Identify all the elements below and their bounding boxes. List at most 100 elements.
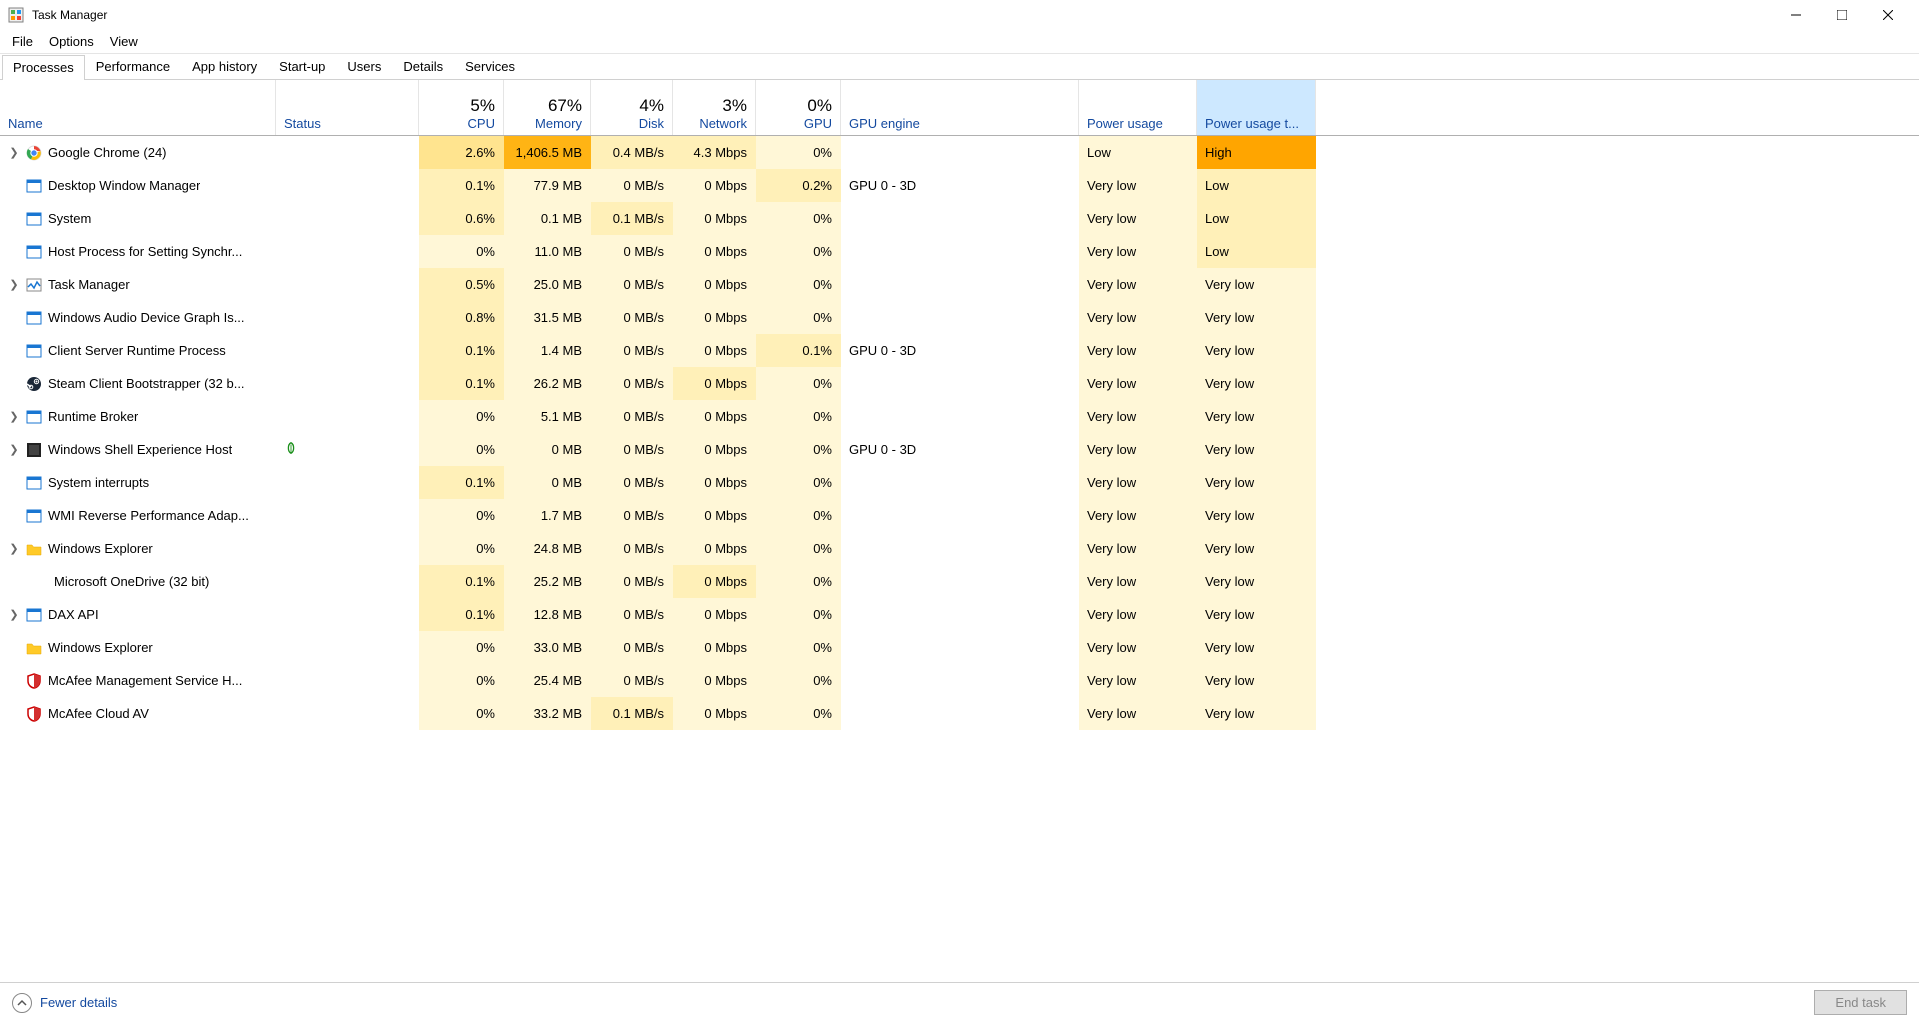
cell-power-usage: Very low	[1079, 268, 1197, 301]
expand-icon[interactable]: ❯	[8, 542, 20, 555]
cell-power-usage-trend: Very low	[1197, 466, 1316, 499]
column-header-disk[interactable]: 4%Disk	[591, 80, 673, 135]
cell-power-usage: Very low	[1079, 367, 1197, 400]
cell-cpu: 0.1%	[419, 466, 504, 499]
process-name: Microsoft OneDrive (32 bit)	[54, 574, 209, 589]
menu-file[interactable]: File	[4, 32, 41, 51]
cell-gpu: 0%	[756, 664, 841, 697]
cell-gpu-engine	[841, 565, 1079, 598]
expand-icon[interactable]: ❯	[8, 608, 20, 621]
process-row[interactable]: WMI Reverse Performance Adap...0%1.7 MB0…	[0, 499, 1919, 532]
cell-status	[276, 565, 419, 598]
cell-disk: 0.1 MB/s	[591, 202, 673, 235]
process-table[interactable]: Name Status 5%CPU 67%Memory 4%Disk 3%Net…	[0, 80, 1919, 982]
column-header-network[interactable]: 3%Network	[673, 80, 756, 135]
tab-services[interactable]: Services	[454, 54, 526, 79]
minimize-button[interactable]	[1773, 0, 1819, 30]
cell-cpu: 0%	[419, 664, 504, 697]
cell-status	[276, 202, 419, 235]
process-row[interactable]: Windows Explorer0%33.0 MB0 MB/s0 Mbps0%V…	[0, 631, 1919, 664]
cell-power-usage-trend: Very low	[1197, 268, 1316, 301]
process-icon	[26, 277, 42, 293]
cell-cpu: 0.6%	[419, 202, 504, 235]
cell-cpu: 0.8%	[419, 301, 504, 334]
cell-memory: 26.2 MB	[504, 367, 591, 400]
cell-power-usage-trend: Very low	[1197, 565, 1316, 598]
tab-users[interactable]: Users	[336, 54, 392, 79]
process-row[interactable]: McAfee Management Service H...0%25.4 MB0…	[0, 664, 1919, 697]
column-header-power-usage-trend[interactable]: Power usage t...	[1197, 80, 1316, 135]
process-row[interactable]: Microsoft OneDrive (32 bit)0.1%25.2 MB0 …	[0, 565, 1919, 598]
process-name: System interrupts	[48, 475, 149, 490]
cell-cpu: 0%	[419, 631, 504, 664]
cell-disk: 0 MB/s	[591, 499, 673, 532]
process-row[interactable]: ❯DAX API0.1%12.8 MB0 MB/s0 Mbps0%Very lo…	[0, 598, 1919, 631]
cell-memory: 12.8 MB	[504, 598, 591, 631]
process-row[interactable]: System interrupts0.1%0 MB0 MB/s0 Mbps0%V…	[0, 466, 1919, 499]
expand-icon[interactable]: ❯	[8, 278, 20, 291]
expand-icon[interactable]: ❯	[8, 443, 20, 456]
expand-icon[interactable]: ❯	[8, 146, 20, 159]
tab-details[interactable]: Details	[392, 54, 454, 79]
cell-memory: 1.4 MB	[504, 334, 591, 367]
cell-disk: 0.1 MB/s	[591, 697, 673, 730]
column-header-name[interactable]: Name	[0, 80, 276, 135]
close-button[interactable]	[1865, 0, 1911, 30]
cell-network: 0 Mbps	[673, 532, 756, 565]
process-row[interactable]: McAfee Cloud AV0%33.2 MB0.1 MB/s0 Mbps0%…	[0, 697, 1919, 730]
cell-gpu-engine	[841, 202, 1079, 235]
cell-name: McAfee Management Service H...	[0, 664, 276, 697]
cell-gpu-engine	[841, 499, 1079, 532]
column-header-status[interactable]: Status	[276, 80, 419, 135]
process-row[interactable]: ❯Google Chrome (24)2.6%1,406.5 MB0.4 MB/…	[0, 136, 1919, 169]
menu-options[interactable]: Options	[41, 32, 102, 51]
tab-start-up[interactable]: Start-up	[268, 54, 336, 79]
column-header-gpu-engine[interactable]: GPU engine	[841, 80, 1079, 135]
column-header-memory[interactable]: 67%Memory	[504, 80, 591, 135]
cell-status	[276, 433, 419, 466]
process-row[interactable]: ❯Task Manager0.5%25.0 MB0 MB/s0 Mbps0%Ve…	[0, 268, 1919, 301]
expand-icon[interactable]: ❯	[8, 410, 20, 423]
cell-power-usage-trend: Very low	[1197, 301, 1316, 334]
process-row[interactable]: ❯Runtime Broker0%5.1 MB0 MB/s0 Mbps0%Ver…	[0, 400, 1919, 433]
cell-gpu-engine: GPU 0 - 3D	[841, 169, 1079, 202]
end-task-button[interactable]: End task	[1814, 990, 1907, 1015]
cell-name: System interrupts	[0, 466, 276, 499]
process-row[interactable]: System0.6%0.1 MB0.1 MB/s0 Mbps0%Very low…	[0, 202, 1919, 235]
process-name: WMI Reverse Performance Adap...	[48, 508, 249, 523]
tab-processes[interactable]: Processes	[2, 55, 85, 80]
menu-view[interactable]: View	[102, 32, 146, 51]
process-row[interactable]: Desktop Window Manager0.1%77.9 MB0 MB/s0…	[0, 169, 1919, 202]
cell-name: System	[0, 202, 276, 235]
tab-app-history[interactable]: App history	[181, 54, 268, 79]
maximize-button[interactable]	[1819, 0, 1865, 30]
process-name: McAfee Management Service H...	[48, 673, 242, 688]
cell-status	[276, 301, 419, 334]
cell-memory: 31.5 MB	[504, 301, 591, 334]
process-row[interactable]: Windows Audio Device Graph Is...0.8%31.5…	[0, 301, 1919, 334]
cell-gpu: 0%	[756, 697, 841, 730]
column-header-gpu[interactable]: 0%GPU	[756, 80, 841, 135]
column-header-cpu[interactable]: 5%CPU	[419, 80, 504, 135]
cell-gpu-engine	[841, 268, 1079, 301]
process-row[interactable]: Client Server Runtime Process0.1%1.4 MB0…	[0, 334, 1919, 367]
cell-disk: 0 MB/s	[591, 598, 673, 631]
cell-disk: 0 MB/s	[591, 532, 673, 565]
cell-gpu-engine	[841, 400, 1079, 433]
cell-gpu: 0%	[756, 400, 841, 433]
fewer-details-link[interactable]: Fewer details	[12, 993, 117, 1013]
cell-cpu: 2.6%	[419, 136, 504, 169]
tab-performance[interactable]: Performance	[85, 54, 181, 79]
cell-power-usage-trend: Low	[1197, 169, 1316, 202]
process-row[interactable]: ❯Windows Explorer0%24.8 MB0 MB/s0 Mbps0%…	[0, 532, 1919, 565]
cell-status	[276, 466, 419, 499]
column-header-power-usage[interactable]: Power usage	[1079, 80, 1197, 135]
process-row[interactable]: Host Process for Setting Synchr...0%11.0…	[0, 235, 1919, 268]
cell-power-usage-trend: Very low	[1197, 697, 1316, 730]
process-row[interactable]: Steam Client Bootstrapper (32 b...0.1%26…	[0, 367, 1919, 400]
process-row[interactable]: ❯Windows Shell Experience Host0%0 MB0 MB…	[0, 433, 1919, 466]
cell-memory: 25.0 MB	[504, 268, 591, 301]
cell-memory: 0 MB	[504, 466, 591, 499]
cell-power-usage-trend: Very low	[1197, 499, 1316, 532]
process-name: Runtime Broker	[48, 409, 138, 424]
